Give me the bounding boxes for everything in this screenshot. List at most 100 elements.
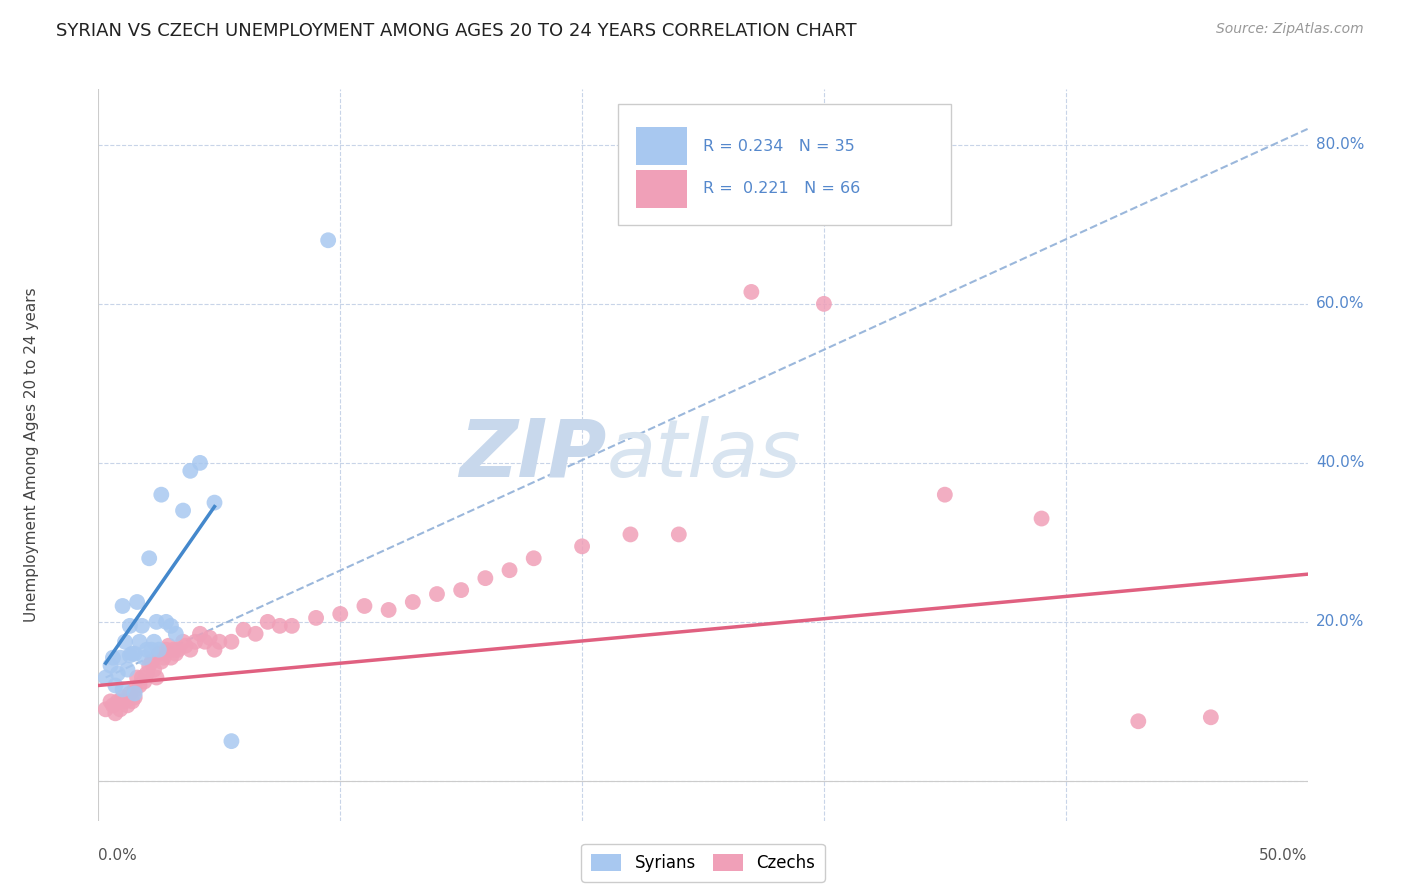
Point (813, 297, 835, 311)
Point (138, 551, 160, 566)
Point (232, 623, 254, 637)
Text: 80.0%: 80.0% (1316, 137, 1364, 153)
Point (150, 655, 173, 669)
Point (353, 599, 375, 613)
Point (134, 650, 156, 665)
Point (157, 639, 180, 653)
Point (188, 456, 211, 470)
Point (269, 619, 291, 633)
Point (245, 627, 267, 641)
Point (162, 642, 184, 657)
Point (188, 627, 211, 641)
Point (221, 634, 243, 648)
Point (148, 647, 170, 661)
Point (160, 619, 183, 633)
Point (117, 663, 139, 677)
Point (143, 634, 166, 648)
Point (128, 634, 150, 648)
Point (114, 634, 136, 648)
Text: 40.0%: 40.0% (1316, 456, 1364, 470)
Point (165, 647, 187, 661)
Point (134, 674, 156, 689)
Point (426, 587, 449, 601)
Point (934, 488, 956, 502)
Point (94, 671, 117, 685)
Point (135, 666, 157, 681)
Point (198, 631, 221, 645)
Text: Unemployment Among Ages 20 to 24 years: Unemployment Among Ages 20 to 24 years (24, 287, 39, 623)
Point (104, 706, 127, 721)
Point (118, 686, 141, 700)
Point (668, 527, 690, 541)
Point (117, 698, 139, 713)
Point (124, 690, 146, 705)
FancyBboxPatch shape (637, 128, 688, 165)
Point (377, 603, 399, 617)
Point (118, 648, 141, 663)
Text: SYRIAN VS CZECH UNEMPLOYMENT AMONG AGES 20 TO 24 YEARS CORRELATION CHART: SYRIAN VS CZECH UNEMPLOYMENT AMONG AGES … (56, 22, 856, 40)
Point (172, 634, 194, 648)
Point (740, 285, 762, 299)
Point (108, 650, 131, 665)
Text: 20.0%: 20.0% (1316, 615, 1364, 630)
Point (165, 627, 187, 641)
Point (141, 642, 163, 657)
Point (152, 650, 174, 665)
Point (124, 686, 146, 700)
Point (1128, 714, 1150, 729)
Point (143, 663, 166, 677)
Point (111, 690, 134, 705)
Point (221, 734, 243, 748)
Point (155, 642, 177, 657)
Point (118, 619, 141, 633)
Point (571, 539, 593, 553)
Text: R = 0.234   N = 35: R = 0.234 N = 35 (703, 139, 855, 153)
Point (107, 694, 129, 708)
Point (127, 595, 149, 609)
Point (167, 642, 190, 657)
Point (121, 694, 143, 708)
Point (305, 611, 328, 625)
Point (402, 595, 425, 609)
Point (100, 658, 122, 673)
Point (108, 702, 131, 716)
Point (145, 615, 167, 629)
Text: R =  0.221   N = 66: R = 0.221 N = 66 (703, 181, 860, 196)
Point (160, 650, 183, 665)
Point (256, 615, 278, 629)
Point (194, 634, 217, 648)
Point (111, 694, 134, 708)
Point (114, 694, 136, 708)
Point (104, 678, 127, 692)
Point (111, 599, 134, 613)
Point (184, 634, 207, 648)
Point (127, 671, 149, 685)
Point (281, 619, 304, 633)
Point (450, 583, 472, 598)
Point (131, 619, 153, 633)
Point (135, 642, 157, 657)
Point (329, 607, 352, 621)
Point (523, 551, 546, 566)
Point (148, 642, 170, 657)
Point (107, 666, 129, 681)
Text: Source: ZipAtlas.com: Source: ZipAtlas.com (1216, 22, 1364, 37)
Point (204, 642, 226, 657)
Point (131, 671, 153, 685)
Point (619, 527, 641, 541)
Point (124, 682, 146, 697)
Point (498, 563, 520, 577)
Text: 0.0%: 0.0% (98, 848, 138, 863)
Point (172, 503, 194, 517)
Point (111, 682, 134, 697)
Point (121, 647, 143, 661)
Point (208, 634, 231, 648)
Point (94, 702, 117, 716)
Text: ZIP: ZIP (458, 416, 606, 494)
Point (155, 615, 177, 629)
Legend: Syrians, Czechs: Syrians, Czechs (581, 844, 825, 882)
Point (138, 658, 160, 673)
Point (179, 464, 201, 478)
Text: atlas: atlas (606, 416, 801, 494)
Point (100, 694, 122, 708)
